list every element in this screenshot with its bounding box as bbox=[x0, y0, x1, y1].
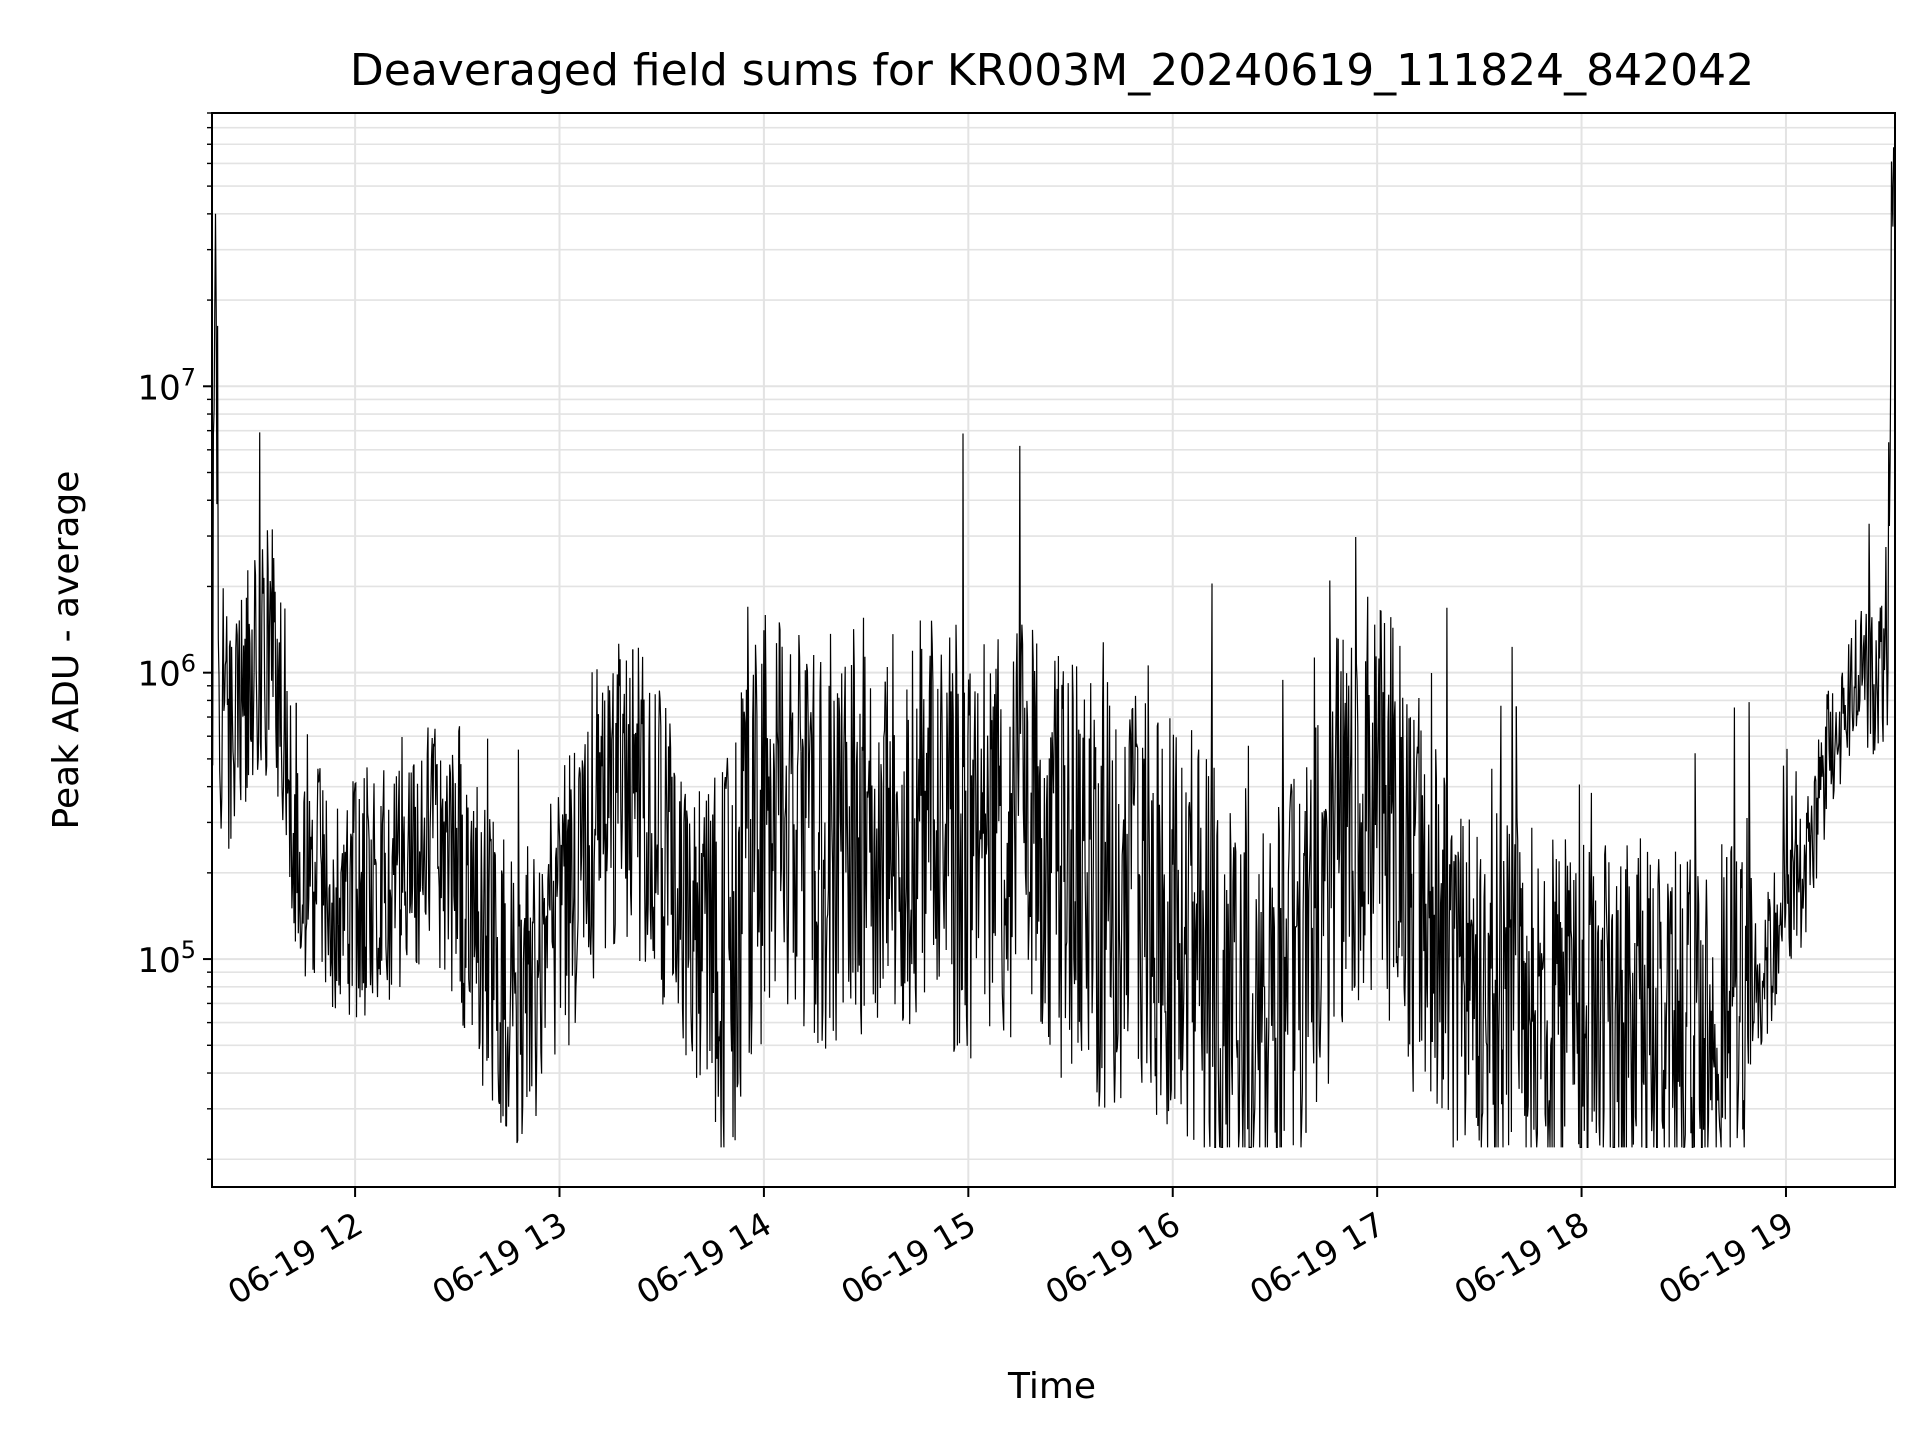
x-tick-label: 06-19 19 bbox=[1652, 1204, 1800, 1312]
x-axis: 06-19 12 06-19 13 06-19 14 06-19 15 06-19 16… bbox=[221, 1187, 1800, 1312]
trace-segment bbox=[1768, 748, 1812, 1022]
trace-segment bbox=[1431, 607, 1475, 1148]
trace-segment bbox=[1094, 642, 1139, 1108]
trace-segment bbox=[674, 776, 718, 1123]
y-axis: 105 106 107 bbox=[137, 112, 212, 1160]
trace-segment bbox=[421, 726, 466, 1028]
trace-segment bbox=[926, 433, 970, 1052]
trace-segment bbox=[632, 647, 676, 1005]
trace-segment bbox=[505, 749, 550, 1144]
data-trace bbox=[211, 147, 1896, 1149]
trace-segment bbox=[968, 639, 1013, 1059]
trace-segment bbox=[548, 731, 592, 1055]
trace-segment bbox=[758, 614, 802, 1045]
trace-segment bbox=[1010, 445, 1055, 1045]
x-tick-label: 06-19 17 bbox=[1243, 1204, 1391, 1312]
trace-segment bbox=[842, 617, 886, 1035]
trace-segment bbox=[1347, 536, 1391, 1021]
trace-segment bbox=[1221, 745, 1265, 1149]
x-tick-label: 06-19 15 bbox=[834, 1204, 982, 1312]
trace-segment bbox=[590, 643, 634, 979]
trace-segment bbox=[1726, 702, 1770, 1148]
trace-segment bbox=[1473, 646, 1517, 1148]
trace-segment bbox=[337, 767, 381, 1018]
trace-segment bbox=[1389, 617, 1433, 1092]
trace-segment bbox=[1810, 637, 1854, 889]
trace-segment bbox=[1305, 580, 1349, 1133]
trace-segment bbox=[211, 213, 255, 849]
trace-segment bbox=[1557, 784, 1602, 1149]
trace-segment bbox=[253, 432, 297, 942]
trace-segment bbox=[1515, 706, 1560, 1148]
x-tick-label: 06-19 13 bbox=[426, 1204, 574, 1312]
x-tick-label: 06-19 18 bbox=[1448, 1204, 1596, 1312]
x-axis-label: Time bbox=[1007, 1366, 1096, 1407]
x-tick-label: 06-19 14 bbox=[630, 1204, 778, 1312]
trace-segment bbox=[1684, 753, 1728, 1149]
y-axis-label: Peak ADU - average bbox=[46, 471, 87, 830]
trace-segment bbox=[295, 702, 339, 1009]
trace-segment bbox=[1852, 147, 1896, 755]
x-tick-label: 06-19 16 bbox=[1039, 1204, 1187, 1312]
trace-segment bbox=[884, 620, 928, 1025]
y-tick-label: 106 bbox=[137, 650, 196, 695]
trace-segment bbox=[1263, 679, 1307, 1149]
trace-segment bbox=[1641, 851, 1685, 1149]
plot-frame bbox=[211, 112, 1896, 1188]
trace-segment bbox=[379, 736, 423, 1000]
x-tick-label: 06-19 12 bbox=[221, 1204, 369, 1312]
trace-segment bbox=[463, 738, 507, 1127]
chart-title: Deaveraged field sums for KR003M_2024061… bbox=[350, 45, 1754, 96]
trace-segment bbox=[1179, 583, 1222, 1149]
trace-segment bbox=[1052, 655, 1097, 1078]
trace-segment bbox=[1137, 665, 1181, 1125]
trace-segment bbox=[716, 606, 760, 1148]
y-tick-label: 105 bbox=[137, 936, 196, 981]
trace-segment bbox=[800, 633, 844, 1049]
y-tick-label: 107 bbox=[137, 363, 196, 408]
trace-segment bbox=[1599, 838, 1644, 1149]
